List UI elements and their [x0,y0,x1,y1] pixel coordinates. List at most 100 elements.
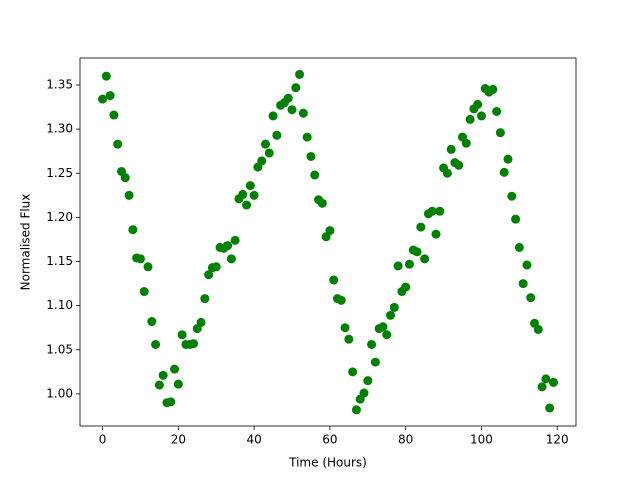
point [264,148,274,158]
point [120,173,130,183]
point [223,241,233,251]
point [158,370,168,380]
y-tick-label: 1.20 [46,210,73,224]
point [196,317,206,327]
point [291,83,301,93]
point [147,317,157,327]
point [257,156,267,166]
point [151,339,161,349]
point [488,84,498,94]
point [211,262,221,272]
point [427,206,437,216]
x-tick-label: 120 [546,433,569,447]
point [283,93,293,103]
point [348,367,358,377]
point [170,364,180,374]
point [518,279,528,289]
point [511,214,521,224]
point [416,222,426,232]
point [503,154,513,164]
point [454,160,464,170]
point [412,247,422,257]
point [526,293,536,303]
y-tick-label: 1.00 [46,386,73,400]
point [431,229,441,239]
point [143,262,153,272]
point [465,114,475,124]
point [113,139,123,149]
point [268,111,278,121]
point [128,225,138,235]
x-tick-label: 20 [171,433,186,447]
point [537,382,547,392]
point [344,334,354,344]
point [166,397,176,407]
point [386,310,396,320]
y-tick-label: 1.35 [46,78,73,92]
point [287,105,297,115]
point [124,190,134,200]
point [249,190,259,200]
point [389,302,399,312]
point [200,294,210,304]
x-tick-label: 80 [398,433,413,447]
point [245,181,255,191]
point [242,200,252,210]
point [442,168,452,178]
x-tick-label: 0 [99,433,107,447]
point [325,226,335,236]
point [473,99,483,109]
y-tick-label: 1.10 [46,298,73,312]
x-tick-label: 40 [246,433,261,447]
point [359,388,369,398]
point [230,235,240,245]
point [370,357,380,367]
point [499,167,509,177]
point [367,339,377,349]
point [204,270,214,280]
point [336,295,346,305]
point [109,110,119,120]
point [272,130,282,140]
point [533,324,543,334]
point [306,151,316,161]
y-axis-label: Normalised Flux [19,194,33,291]
point [154,380,164,390]
point [340,323,350,333]
point [173,379,183,389]
x-tick-label: 100 [470,433,493,447]
point [382,330,392,340]
point [363,376,373,386]
point [495,128,505,138]
y-tick-label: 1.30 [46,122,73,136]
point [177,330,187,340]
point [541,374,551,384]
x-tick-label: 60 [322,433,337,447]
point [507,191,517,201]
point [545,403,555,413]
point [435,206,445,216]
point [238,189,248,199]
point [404,259,414,269]
point [476,111,486,121]
y-tick-label: 1.25 [46,166,73,180]
point [298,108,308,118]
point [101,71,111,81]
point [135,254,145,264]
point [522,260,532,270]
plot-frame [79,57,577,427]
point [310,170,320,180]
y-tick-label: 1.15 [46,254,73,268]
point [514,242,524,252]
point [226,254,236,264]
point [188,339,198,349]
point [351,405,361,415]
point [378,322,388,332]
point [461,138,471,148]
point [420,254,430,264]
y-tick-label: 1.05 [46,342,73,356]
point [317,198,327,208]
